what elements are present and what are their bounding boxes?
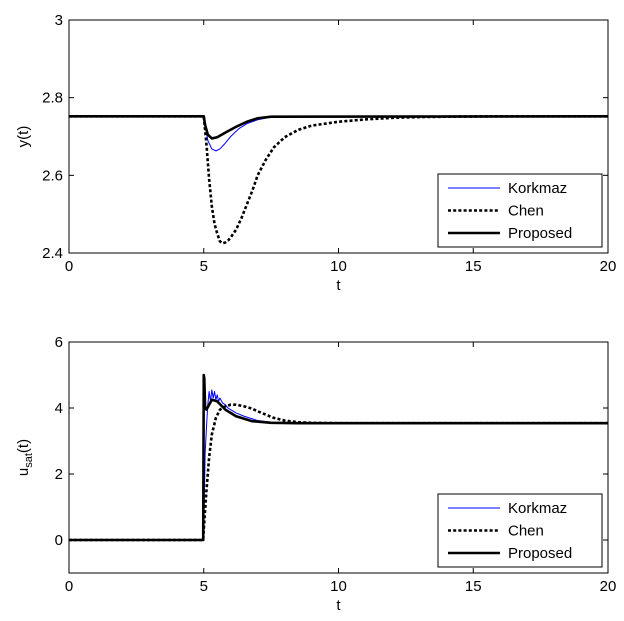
y-tick-label: 0 <box>55 532 63 549</box>
legend-label-proposed: Proposed <box>508 545 572 562</box>
y-tick-label: 2.4 <box>42 245 63 262</box>
series-group <box>69 373 608 542</box>
x-tick-label: 10 <box>330 578 347 595</box>
chart-panel-2: 0 5 10 15 20 0 2 4 6 t usat(t) Korkmaz Chen Proposed <box>15 334 616 614</box>
series-group <box>69 115 608 245</box>
series-line-chen <box>69 115 608 245</box>
y-axis-label: usat(t) <box>15 439 35 476</box>
y-tick-label: 4 <box>55 400 63 417</box>
legend-label-proposed: Proposed <box>508 225 572 242</box>
x-tick-label: 15 <box>465 258 482 275</box>
x-tick-label: 0 <box>65 578 73 595</box>
x-tick-label: 15 <box>465 578 482 595</box>
series-line-proposed <box>69 373 608 542</box>
y-axis-label: y(t) <box>15 126 32 148</box>
x-axis-label: t <box>336 597 341 614</box>
x-tick-label: 5 <box>200 578 208 595</box>
chart-panel-1: 0 5 10 15 20 2.4 2.6 2.8 3 t y(t) Korkmaz Chen Propos… <box>15 12 616 294</box>
series-line-korkmaz <box>69 389 608 541</box>
x-tick-label: 20 <box>600 578 617 595</box>
series-line-chen <box>69 403 608 542</box>
x-tick-label: 10 <box>330 258 347 275</box>
y-tick-label: 3 <box>55 12 63 29</box>
x-tick-label: 20 <box>600 258 617 275</box>
x-axis-label: t <box>336 277 341 294</box>
legend: Korkmaz Chen Proposed <box>437 493 603 568</box>
x-tick-label: 5 <box>200 258 208 275</box>
x-tick-label: 0 <box>65 258 73 275</box>
legend: Korkmaz Chen Proposed <box>437 173 603 248</box>
legend-label-korkmaz: Korkmaz <box>508 500 567 517</box>
y-tick-label: 2.6 <box>42 167 63 184</box>
y-tick-label: 2 <box>55 466 63 483</box>
legend-label-chen: Chen <box>508 523 544 540</box>
legend-label-chen: Chen <box>508 203 544 220</box>
y-tick-label: 6 <box>55 334 63 351</box>
legend-label-korkmaz: Korkmaz <box>508 180 567 197</box>
series-line-proposed <box>69 115 608 140</box>
y-tick-label: 2.8 <box>42 90 63 107</box>
